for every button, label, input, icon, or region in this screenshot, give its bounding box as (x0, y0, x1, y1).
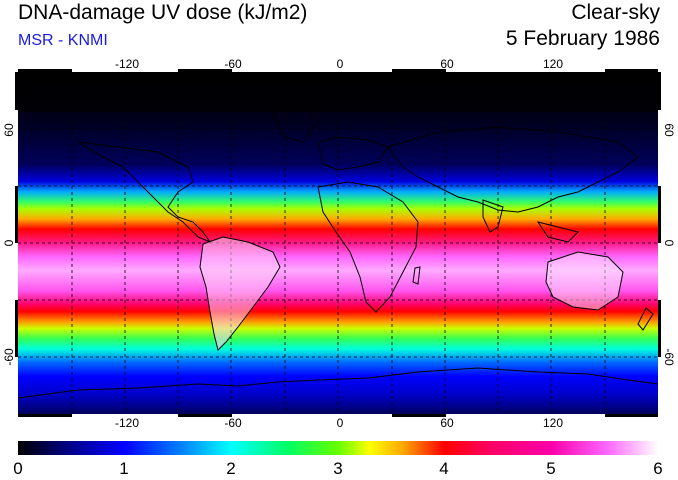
right-lat-label: 60 (662, 123, 676, 137)
bottom-tick-bar (605, 414, 658, 417)
colorbar-label: 3 (333, 459, 343, 478)
left-lat-label: -60 (2, 348, 16, 366)
left-tick-bar (15, 300, 18, 357)
bottom-lon-label: 0 (336, 416, 344, 430)
uv-dose-map (18, 72, 658, 414)
top-lon-label: -120 (114, 57, 140, 71)
colorbar-label: 6 (653, 459, 663, 478)
bottom-tick-bar (18, 414, 72, 417)
colorbar-label: 0 (13, 459, 23, 478)
right-tick-bar (658, 72, 661, 110)
map-overlay (18, 72, 658, 414)
left-tick-bar (15, 186, 18, 243)
colorbar-label: 4 (439, 459, 449, 478)
colorbar-label: 2 (226, 459, 236, 478)
date-label: 5 February 1986 (505, 27, 660, 50)
colorbar-label: 1 (119, 459, 129, 478)
right-lat-label: 0 (662, 239, 676, 247)
right-tick-bar (658, 186, 661, 243)
top-tick-bar (605, 69, 658, 72)
map-title: DNA-damage UV dose (kJ/m2) (18, 1, 308, 24)
right-lat-label: -60 (662, 348, 676, 366)
top-tick-bar (392, 69, 446, 72)
left-tick-bar (15, 72, 18, 110)
top-tick-bar (18, 69, 72, 72)
top-lon-label: -60 (224, 57, 242, 71)
condition-label: Clear-sky (571, 1, 660, 24)
top-lon-label: 60 (440, 57, 454, 71)
top-lon-label: 0 (336, 57, 344, 71)
grid-lines (18, 72, 658, 414)
color-scale-bar (18, 441, 658, 455)
top-lon-label: 120 (542, 57, 564, 71)
bottom-lon-label: -120 (114, 416, 140, 430)
source-label: MSR - KNMI (18, 32, 108, 49)
top-tick-bar (178, 69, 232, 72)
bottom-tick-bar (392, 414, 446, 417)
bottom-lon-label: 120 (542, 416, 564, 430)
coastlines (18, 106, 658, 399)
bottom-tick-bar (178, 414, 232, 417)
left-lat-label: 60 (2, 123, 16, 137)
right-tick-bar (658, 300, 661, 357)
colorbar-label: 5 (546, 459, 556, 478)
bottom-lon-label: -60 (224, 416, 242, 430)
left-lat-label: 0 (2, 239, 16, 247)
bottom-lon-label: 60 (440, 416, 454, 430)
